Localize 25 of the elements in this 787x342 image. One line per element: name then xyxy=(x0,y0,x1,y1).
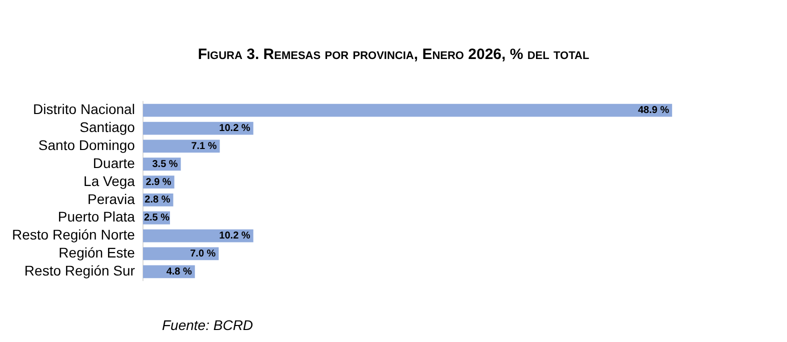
data-label: 2.5 % xyxy=(144,212,170,224)
data-label: 4.8 % xyxy=(166,266,192,278)
data-label: 10.2 % xyxy=(219,230,250,242)
y-tick-label: Resto Región Norte xyxy=(12,226,136,243)
data-label: 7.0 % xyxy=(190,248,216,260)
data-label: 48.9 % xyxy=(638,105,670,116)
y-tick-label: Puerto Plata xyxy=(58,208,136,225)
bar xyxy=(142,140,220,153)
data-label: 10.2 % xyxy=(219,123,250,134)
data-label: 2.9 % xyxy=(146,176,172,188)
bar xyxy=(142,229,254,242)
y-tick-label: Santo Domingo xyxy=(38,137,136,154)
y-tick-label: Duarte xyxy=(92,154,136,171)
y-tick-label: Santiago xyxy=(80,119,136,136)
data-label: 7.1 % xyxy=(191,140,217,152)
y-tick-label: Resto Región Sur xyxy=(24,262,136,278)
source-note: Fuente: BCRD xyxy=(162,317,254,333)
y-tick-label: Distrito Nacional xyxy=(33,101,135,118)
chart-title: Figura 3. Remesas por provincia, Enero 2026, % del total xyxy=(196,46,590,63)
y-tick-label: Peravia xyxy=(87,190,136,207)
y-tick-label: Región Este xyxy=(58,244,136,261)
bar xyxy=(142,104,672,117)
data-label: 2.8 % xyxy=(144,194,170,206)
y-tick-label: La Vega xyxy=(84,172,136,189)
data-label: 3.5 % xyxy=(152,158,178,170)
